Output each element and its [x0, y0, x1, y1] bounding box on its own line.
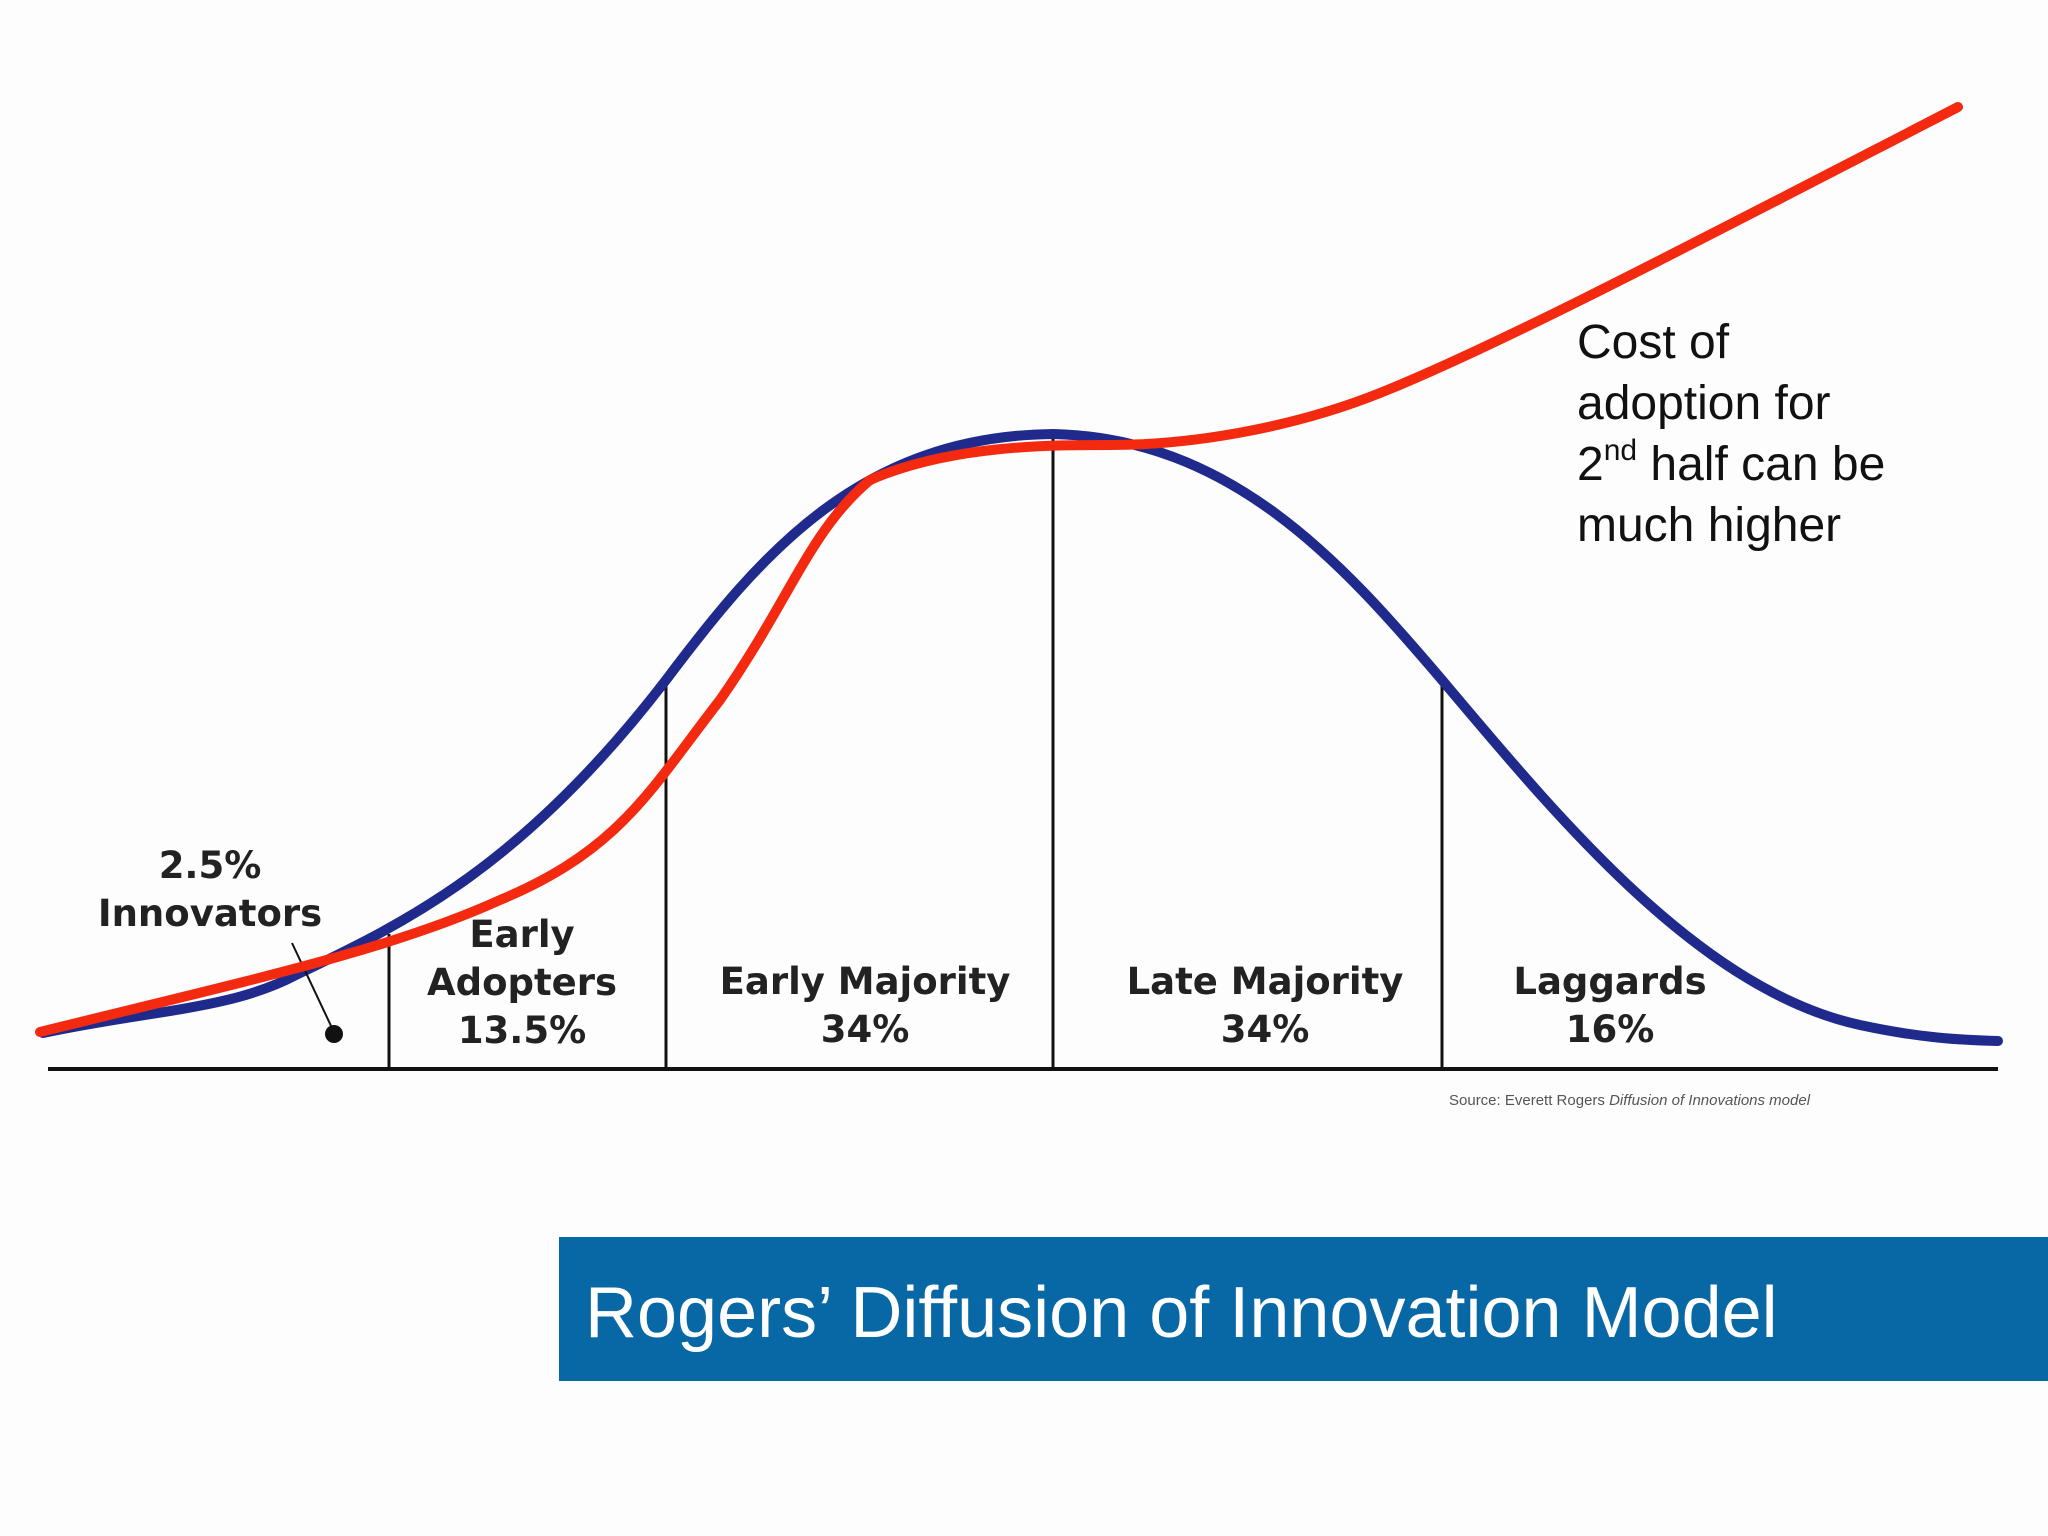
- late-majority-name: Late Majority: [1126, 960, 1404, 1003]
- innovators-marker-dot: [325, 1025, 343, 1043]
- late-majority-share: 34%: [1220, 1008, 1310, 1051]
- laggards-share: 16%: [1565, 1008, 1655, 1051]
- early-adopters-share: 13.5%: [457, 1009, 587, 1052]
- source-work: Diffusion of Innovations model: [1609, 1092, 1811, 1109]
- segment-label-laggards: Laggards 16%: [1470, 958, 1750, 1054]
- source-citation: Source: Everett Rogers Diffusion of Inno…: [1449, 1092, 1810, 1109]
- slide-title: Rogers’ Diffusion of Innovation Model: [585, 1273, 1778, 1353]
- segment-label-late-majority: Late Majority 34%: [1100, 958, 1430, 1054]
- early-majority-name: Early Majority: [719, 960, 1011, 1003]
- cost-annotation-line2: adoption for: [1577, 377, 1831, 430]
- innovators-name: Innovators: [97, 892, 323, 935]
- title-bar: Rogers’ Diffusion of Innovation Model: [559, 1237, 2048, 1381]
- cost-annotation-line3: 2nd half can be: [1577, 434, 1885, 495]
- segment-label-early-majority: Early Majority 34%: [700, 958, 1030, 1054]
- early-adopters-name-line2: Adopters: [426, 961, 618, 1004]
- innovators-pointer: [291, 942, 333, 1029]
- cost-annotation-line4: much higher: [1577, 499, 1842, 552]
- innovators-share: 2.5%: [158, 844, 262, 887]
- cost-annotation-line1: Cost of: [1577, 316, 1730, 369]
- ordinal-suffix: nd: [1603, 434, 1638, 467]
- segment-label-innovators: 2.5% Innovators: [85, 842, 335, 938]
- cost-annotation-line3-rest: half can be: [1637, 438, 1886, 491]
- adoption-cost-curve: [35, 102, 1963, 1037]
- source-prefix: Source: Everett Rogers: [1449, 1092, 1605, 1109]
- early-majority-share: 34%: [820, 1008, 910, 1051]
- ordinal-number: 2: [1577, 438, 1604, 491]
- cost-annotation: Cost of adoption for 2nd half can be muc…: [1577, 312, 1885, 556]
- segment-label-early-adopters: Early Adopters 13.5%: [402, 911, 642, 1055]
- early-adopters-name-line1: Early: [469, 913, 575, 956]
- laggards-name: Laggards: [1513, 960, 1707, 1003]
